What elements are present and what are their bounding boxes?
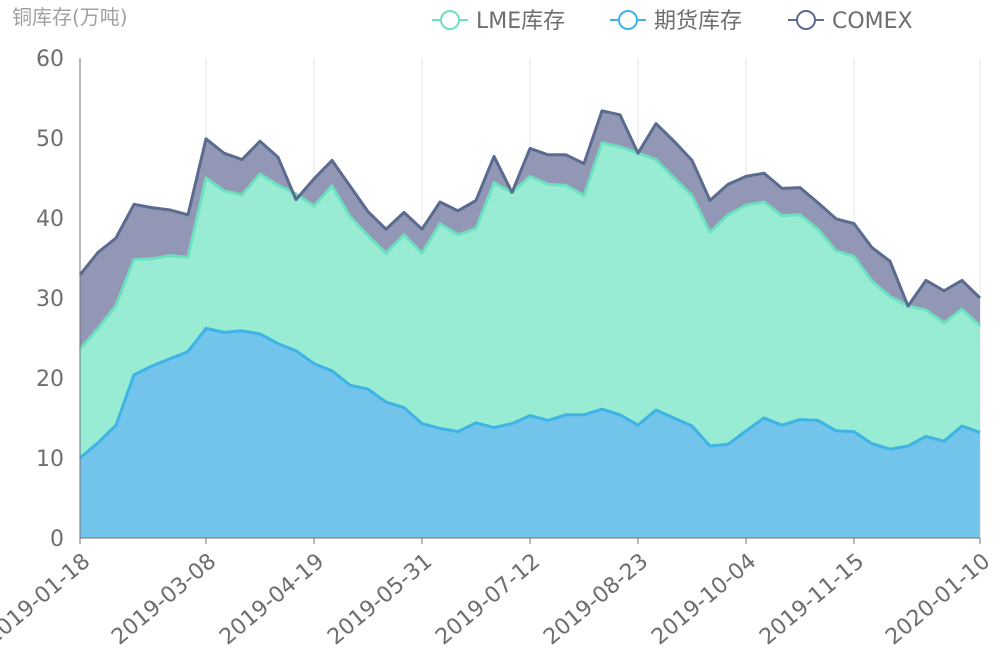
legend-item-lme[interactable]: LME库存 [432, 9, 565, 34]
legend[interactable]: 期货库存 LME库存 COMEX [432, 9, 913, 34]
y-tick-label: 60 [36, 47, 64, 72]
series-line-futures [79, 326, 981, 460]
y-tick-label: 0 [50, 527, 64, 552]
area-lme [80, 142, 980, 459]
y-tick-label: 50 [36, 127, 64, 152]
series-line-lme [78, 141, 982, 351]
x-tick-label: 2019-08-23 [539, 549, 653, 650]
legend-item-futures[interactable]: 期货库存 [610, 9, 742, 34]
x-tick-label: 2019-05-31 [323, 549, 437, 650]
legend-label: LME库存 [476, 9, 565, 34]
x-tick-label: 2019-03-08 [107, 549, 221, 650]
y-tick-label: 30 [36, 287, 64, 312]
y-tick-label: 20 [36, 367, 64, 392]
area-futures [80, 328, 980, 538]
x-tick-label: 2019-04-19 [215, 549, 329, 650]
x-tick-label: 2019-01-18 [0, 549, 95, 650]
x-tick-label: 2019-11-15 [755, 549, 869, 650]
legend-circle-icon [440, 10, 460, 30]
axes [79, 58, 981, 544]
x-tick-label: 2020-01-10 [881, 549, 995, 650]
x-tick-label: 2019-07-12 [431, 549, 545, 650]
area-series [80, 110, 980, 538]
legend-circle-icon [796, 10, 816, 30]
legend-label: 期货库存 [654, 9, 742, 34]
area-comex [80, 110, 980, 350]
y-tick-label: 10 [36, 447, 64, 472]
y-tick-label: 40 [36, 207, 64, 232]
y-axis-unit-label: 铜库存(万吨) [12, 5, 128, 29]
legend-item-comex[interactable]: COMEX [788, 9, 913, 34]
x-tick-label: 2019-10-04 [647, 549, 761, 650]
legend-label: COMEX [832, 9, 913, 34]
series-line-comex [78, 109, 982, 308]
legend-circle-icon [618, 10, 638, 30]
series-lines [78, 109, 982, 460]
